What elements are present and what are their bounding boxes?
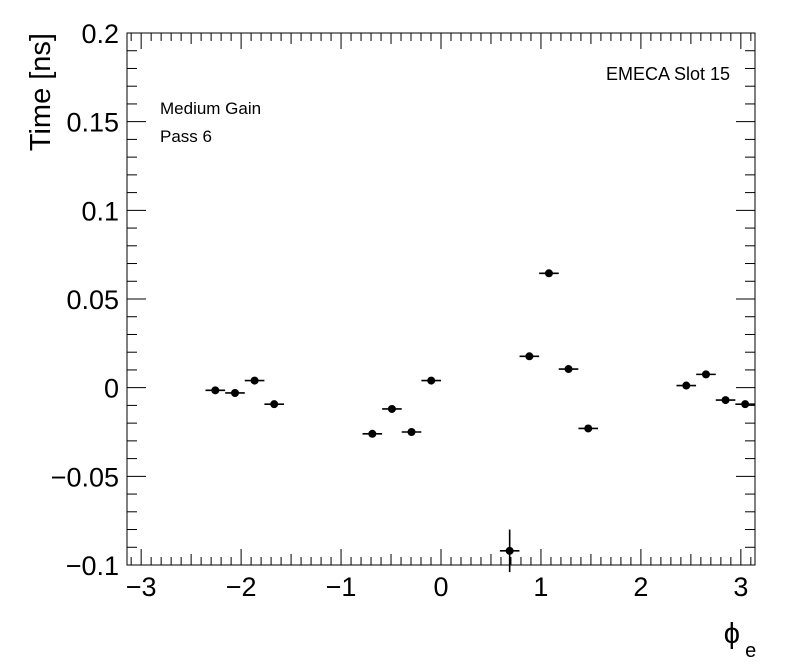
data-point (578, 424, 599, 433)
x-axis-title-symbol: ϕ (724, 618, 740, 650)
point-marker (741, 400, 750, 409)
point-marker (250, 376, 259, 385)
point-marker (721, 396, 730, 405)
point-marker (505, 546, 514, 555)
annotation-pass: Pass 6 (160, 127, 212, 146)
y-axis-title: Time [ns] (25, 33, 57, 151)
point-marker (231, 388, 240, 397)
y-tick-label: 0.15 (66, 108, 119, 138)
point-marker (564, 365, 573, 374)
point-marker (368, 429, 377, 438)
point-marker (270, 400, 279, 409)
point-marker (211, 386, 220, 395)
point-marker (682, 381, 691, 390)
point-marker (407, 428, 416, 436)
x-tick-label: −1 (326, 572, 357, 602)
x-axis-title-subscript: e (745, 640, 756, 662)
data-point (362, 429, 383, 438)
data-point (696, 370, 716, 379)
x-tick-label: 2 (633, 572, 648, 602)
point-marker (701, 370, 710, 379)
axis-ticks (127, 32, 755, 566)
data-point (382, 404, 402, 413)
point-marker (525, 352, 534, 361)
y-tick-label: 0.05 (66, 285, 119, 315)
data-point (735, 400, 755, 409)
x-axis-title: ϕ e (724, 618, 756, 662)
x-tick-label: 0 (433, 572, 448, 602)
data-point (205, 386, 226, 395)
annotation-slot: EMECA Slot 15 (606, 64, 730, 84)
data-point (558, 365, 579, 374)
axis-tick-labels: −3 −2 −1 0 1 2 3 −0.1 −0.05 0 0.05 0.1 0.15 0.2 (51, 19, 749, 602)
data-point (499, 529, 520, 573)
data-point (401, 428, 422, 436)
annotation-gain: Medium Gain (160, 99, 261, 118)
y-tick-label: −0.05 (51, 462, 119, 492)
point-marker (427, 376, 436, 385)
data-point (676, 381, 697, 390)
data-points (205, 269, 755, 573)
data-point (421, 376, 441, 385)
data-point (539, 269, 559, 278)
y-tick-label: −0.1 (66, 551, 119, 581)
y-tick-label: 0.1 (81, 196, 119, 226)
point-marker (544, 269, 553, 278)
point-marker (387, 404, 396, 413)
x-tick-label: −2 (226, 572, 257, 602)
x-tick-label: 3 (733, 572, 748, 602)
y-tick-label: 0 (104, 374, 119, 404)
x-tick-label: −3 (126, 572, 157, 602)
data-point (519, 352, 540, 361)
point-marker (584, 424, 593, 433)
x-tick-label: 1 (533, 572, 548, 602)
data-point (715, 396, 736, 405)
data-point (244, 376, 265, 385)
y-tick-label: 0.2 (81, 19, 119, 49)
data-point (264, 400, 284, 409)
data-point (225, 388, 245, 397)
